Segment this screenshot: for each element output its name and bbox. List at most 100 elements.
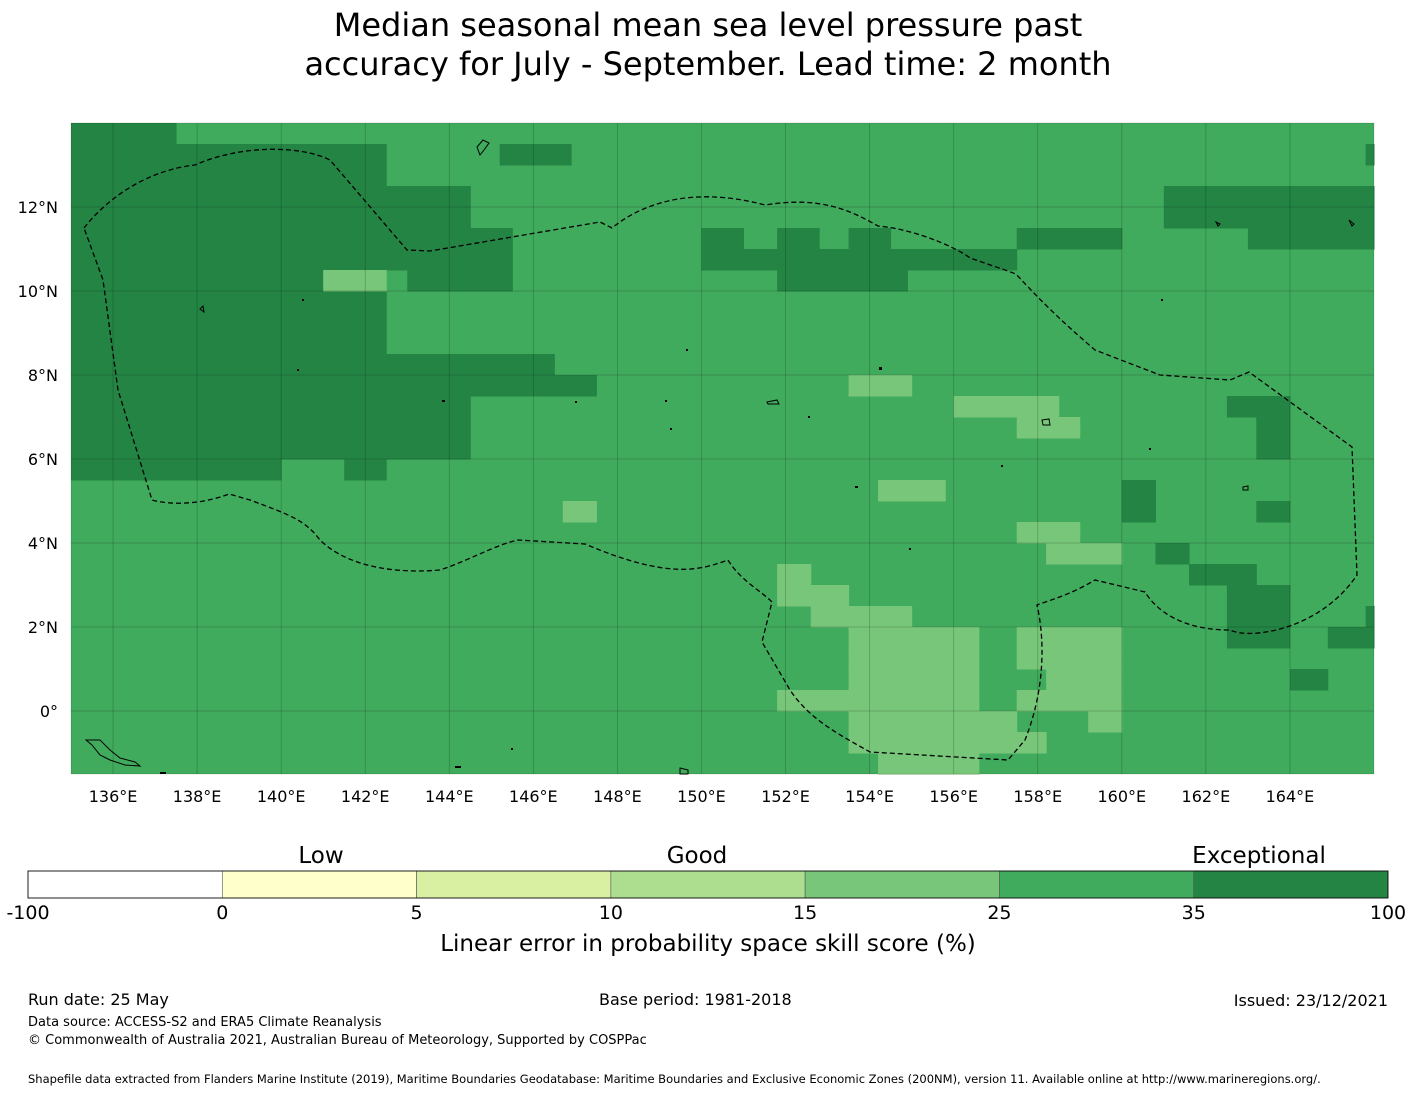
colorbar-segment <box>1193 870 1389 899</box>
skill-cell-good <box>848 648 980 670</box>
skill-cell-good <box>1046 543 1123 565</box>
islet <box>855 486 858 488</box>
skill-cell-good <box>1016 690 1123 712</box>
lon-tick-label: 158°E <box>1013 787 1062 806</box>
islet <box>297 369 299 371</box>
map-figure: 136°E 138°E 140°E 142°E 144°E 146°E 148°E 150°E… <box>18 122 1375 806</box>
lat-tick-label: 6°N <box>28 450 58 469</box>
colorbar-title: Linear error in probability space skill … <box>440 931 976 957</box>
skill-cell-good <box>323 270 387 292</box>
lon-tick-label: 150°E <box>677 787 726 806</box>
skill-cell-exceptional <box>777 228 820 250</box>
colorbar-segment <box>221 870 417 899</box>
skill-cell-exceptional <box>1121 480 1156 502</box>
eez-boundary-line <box>83 148 1358 761</box>
skill-cell-good <box>1016 522 1081 544</box>
lon-tick-label: 146°E <box>509 787 558 806</box>
skill-cell-exceptional <box>1256 417 1291 439</box>
skill-cell-exceptional <box>1365 606 1375 628</box>
skill-cell-exceptional <box>1226 606 1291 628</box>
skill-cells-good <box>323 270 1123 775</box>
colorbar-segment <box>804 870 1000 899</box>
skill-cell-exceptional <box>71 396 471 418</box>
skill-cell-exceptional <box>1163 186 1375 208</box>
legend-label-low: Low <box>298 843 344 869</box>
skill-cell-good <box>848 711 1018 733</box>
title-line-1: Median seasonal mean sea level pressure … <box>333 6 1083 44</box>
colorbar <box>27 870 1389 899</box>
islet <box>160 772 166 774</box>
lon-tick-label: 152°E <box>761 787 810 806</box>
skill-cell-exceptional <box>71 459 282 481</box>
lat-tick-label: 8°N <box>28 366 58 385</box>
colorbar-tick-label: 5 <box>410 902 423 924</box>
colorbar-tick-label: 100 <box>1369 902 1407 924</box>
issued-date: Issued: 23/12/2021 <box>1233 991 1388 1010</box>
skill-cell-good <box>848 669 980 691</box>
skill-cell-exceptional <box>71 207 471 229</box>
skill-cell-good <box>848 375 913 397</box>
lon-tick-label: 144°E <box>425 787 474 806</box>
islet <box>575 401 577 403</box>
skill-cell-exceptional <box>71 333 387 355</box>
skill-cell-good <box>878 480 946 502</box>
island-manus <box>679 767 689 775</box>
skill-cell-good <box>1016 648 1123 670</box>
skill-cell-exceptional <box>407 270 513 292</box>
graticule <box>71 123 1374 774</box>
skill-cell-exceptional <box>1247 228 1375 250</box>
skill-cell-exceptional <box>71 291 387 313</box>
islet <box>442 400 445 402</box>
run-date: Run date: 25 May <box>28 990 169 1009</box>
lat-tick-label: 4°N <box>28 534 58 553</box>
skill-cells-exceptional <box>71 123 1375 691</box>
islet <box>670 428 672 430</box>
skill-cell-exceptional <box>71 312 387 334</box>
islet <box>909 548 911 550</box>
island-outlines <box>84 139 1355 775</box>
small-islands <box>160 299 1163 774</box>
skill-cell-good <box>810 606 913 628</box>
island-new-guinea-coast <box>84 739 142 767</box>
skill-cell-exceptional <box>701 249 1018 271</box>
skill-cell-good <box>1016 417 1081 439</box>
skill-cell-exceptional <box>499 144 572 166</box>
colorbar-tick-label: 25 <box>987 902 1012 924</box>
islet <box>302 299 304 301</box>
lon-tick-label: 138°E <box>173 787 222 806</box>
skill-cell-good <box>953 396 1060 418</box>
colorbar-tick-label: 0 <box>216 902 229 924</box>
colorbar-tick-label: -100 <box>6 902 50 924</box>
lon-tick-label: 156°E <box>929 787 978 806</box>
skill-cell-exceptional <box>848 228 892 250</box>
island-guam <box>476 139 490 156</box>
skill-cell-exceptional <box>71 186 471 208</box>
skill-cell-exceptional <box>71 438 471 460</box>
skill-cell-exceptional <box>71 228 513 250</box>
islet <box>665 400 667 402</box>
longitude-tick-labels: 136°E 138°E 140°E 142°E 144°E 146°E 148°E 150°E… <box>89 787 1315 806</box>
skill-cell-exceptional <box>71 354 555 376</box>
colorbar-frame <box>27 870 1389 899</box>
islet <box>686 349 688 351</box>
skill-cell-exceptional <box>71 270 324 292</box>
colorbar-segment <box>416 870 612 899</box>
skill-cell-exceptional <box>71 144 387 166</box>
colorbar-segment <box>610 870 806 899</box>
skill-cell-exceptional <box>1256 501 1291 523</box>
lon-tick-label: 142°E <box>341 787 390 806</box>
lon-tick-label: 136°E <box>89 787 138 806</box>
skill-cell-exceptional <box>1256 438 1291 460</box>
skill-cell-exceptional <box>1163 207 1375 229</box>
base-period: Base period: 1981-2018 <box>599 990 792 1009</box>
title-line-2: accuracy for July - September. Lead time… <box>304 45 1112 83</box>
island-palau <box>199 304 205 314</box>
skill-cell-good <box>848 627 980 649</box>
lat-tick-label: 0° <box>40 702 58 721</box>
skill-cell-good <box>777 690 980 712</box>
data-source: Data source: ACCESS-S2 and ERA5 Climate … <box>28 1015 382 1030</box>
skill-cell-exceptional <box>777 270 908 292</box>
skill-cell-exceptional <box>1155 543 1190 565</box>
island-north-east <box>1214 220 1221 227</box>
skill-cell-exceptional <box>344 459 387 481</box>
